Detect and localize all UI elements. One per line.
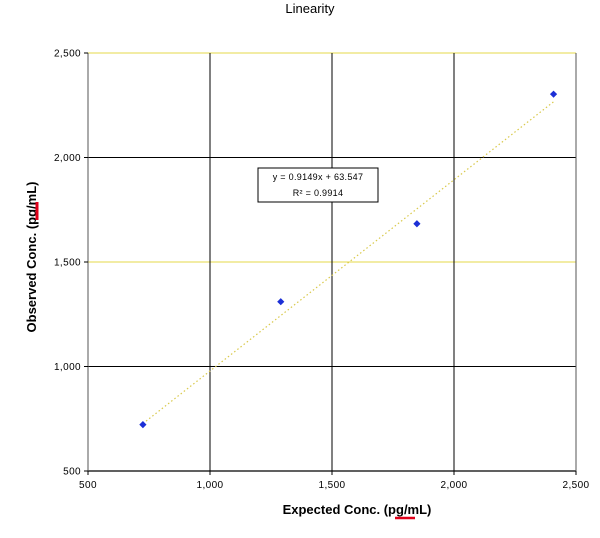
trendline xyxy=(142,101,554,425)
r-squared-text: R² = 0.9914 xyxy=(293,188,344,198)
data-point-4 xyxy=(549,90,558,98)
x-tick-labels: 500 1,000 1,500 2,000 2,500 xyxy=(79,480,589,491)
y-tick-label-500: 500 xyxy=(63,467,81,478)
y-tick-label-1000: 1,000 xyxy=(54,362,81,373)
x-tick-label-1500: 1,500 xyxy=(318,480,345,491)
data-points-layer xyxy=(139,90,558,429)
equation-box: y = 0.9149x + 63.547 R² = 0.9914 xyxy=(257,167,379,203)
grid-layer xyxy=(84,52,577,475)
equation-text: y = 0.9149x + 63.547 xyxy=(273,172,364,182)
x-tick-label-500: 500 xyxy=(79,480,97,491)
data-point-2 xyxy=(277,298,285,306)
chart-title: Linearity xyxy=(285,1,335,16)
y-tick-label-1500: 1,500 xyxy=(54,258,81,269)
trendline-layer xyxy=(142,101,554,425)
equation-box-frame xyxy=(257,167,379,203)
x-axis-title: Expected Conc. (pg/mL) xyxy=(283,502,432,517)
y-axis-title: Observed Conc. (pg/mL) xyxy=(24,182,39,333)
y-tick-labels: 500 1,000 1,500 2,000 2,500 xyxy=(54,49,81,478)
x-tick-label-2000: 2,000 xyxy=(440,480,467,491)
y-tick-label-2000: 2,000 xyxy=(54,153,81,164)
x-tick-label-1000: 1,000 xyxy=(196,480,223,491)
y-tick-label-2500: 2,500 xyxy=(54,49,81,60)
data-point-1 xyxy=(139,421,147,429)
data-point-3 xyxy=(413,220,421,228)
x-tick-label-2500: 2,500 xyxy=(562,480,589,491)
